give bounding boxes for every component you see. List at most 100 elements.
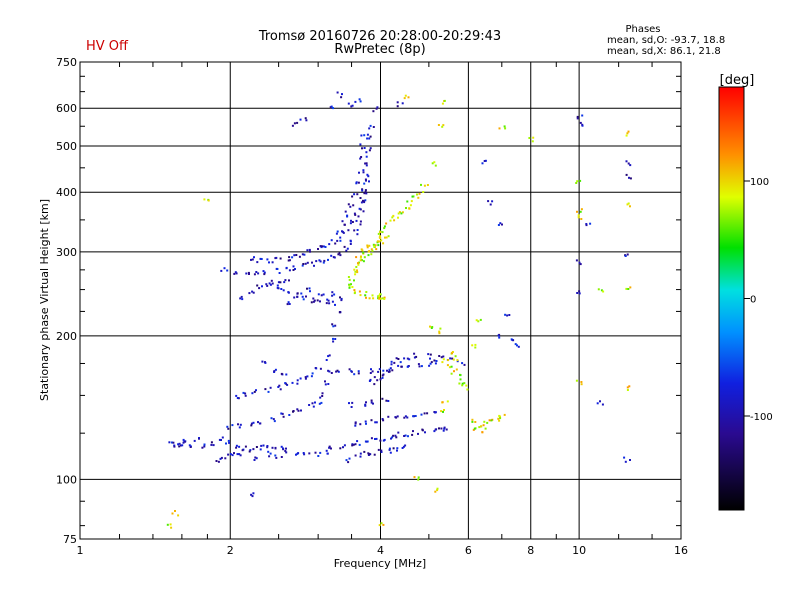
data-point	[441, 125, 444, 128]
data-point	[417, 432, 419, 435]
data-point	[369, 378, 372, 381]
data-point	[370, 399, 373, 402]
data-point	[371, 294, 374, 297]
x-axis-label: Frequency [MHz]	[334, 557, 426, 570]
data-point	[251, 495, 254, 498]
data-point	[259, 448, 262, 451]
data-point	[304, 117, 307, 120]
data-point	[489, 203, 492, 206]
data-point	[314, 401, 316, 404]
data-point	[427, 353, 430, 356]
y-tick-label: 500	[56, 140, 77, 153]
data-point	[392, 447, 395, 450]
data-point	[220, 439, 222, 441]
data-point	[263, 273, 266, 276]
data-point	[448, 366, 451, 369]
data-point	[357, 263, 360, 266]
data-point	[365, 179, 367, 182]
data-point	[319, 260, 322, 263]
data-point	[227, 427, 230, 430]
data-point	[238, 453, 241, 456]
data-point	[283, 281, 286, 284]
data-point	[306, 249, 309, 252]
data-point	[276, 268, 279, 270]
y-tick-label: 750	[56, 56, 77, 69]
data-point	[311, 261, 313, 264]
data-point	[576, 115, 579, 118]
data-point	[579, 121, 582, 124]
data-point	[217, 460, 220, 463]
data-point	[482, 424, 485, 427]
data-point	[356, 440, 359, 443]
data-point	[413, 356, 416, 359]
data-point	[364, 404, 367, 407]
data-point	[463, 382, 466, 385]
data-point	[484, 159, 487, 162]
data-point	[178, 445, 181, 448]
colorbar-tick-label: 0	[750, 295, 756, 306]
data-point	[328, 370, 331, 373]
data-point	[426, 412, 429, 415]
data-point	[414, 415, 417, 417]
data-point	[239, 423, 242, 426]
data-point	[339, 236, 342, 239]
data-point	[308, 287, 311, 290]
data-point	[334, 338, 337, 340]
data-point	[291, 256, 294, 259]
data-point	[354, 270, 357, 273]
data-point	[433, 430, 436, 433]
data-point	[288, 256, 291, 259]
data-point	[408, 207, 411, 210]
data-point	[234, 271, 237, 274]
data-point	[252, 421, 255, 424]
data-point	[280, 412, 283, 415]
data-point	[360, 259, 363, 262]
data-point	[423, 412, 426, 415]
data-point	[267, 450, 270, 453]
data-point	[369, 372, 372, 374]
data-point	[182, 441, 185, 444]
data-point	[356, 271, 359, 274]
data-point	[391, 436, 394, 439]
data-point	[328, 302, 331, 305]
data-point	[531, 140, 534, 143]
data-point	[241, 298, 244, 301]
data-point	[277, 386, 280, 388]
data-point	[576, 180, 579, 183]
data-point	[300, 292, 303, 295]
data-point	[354, 273, 357, 276]
data-point	[431, 162, 434, 165]
data-point	[370, 437, 373, 440]
data-point	[395, 416, 398, 419]
data-point	[352, 204, 355, 207]
data-point	[385, 236, 388, 239]
data-point	[286, 383, 289, 386]
data-point	[431, 326, 434, 328]
data-point	[266, 258, 269, 261]
data-point	[601, 403, 604, 406]
data-point	[296, 379, 299, 382]
data-point	[401, 447, 404, 449]
data-point	[295, 254, 298, 256]
data-point	[231, 424, 234, 427]
data-point	[365, 162, 368, 165]
data-point	[370, 368, 372, 371]
data-point	[354, 454, 357, 457]
data-point	[363, 147, 366, 149]
data-point	[382, 242, 385, 245]
data-point	[364, 294, 367, 297]
data-point	[379, 293, 382, 296]
data-point	[355, 181, 358, 184]
data-point	[306, 287, 308, 290]
data-point	[312, 297, 315, 300]
data-point	[166, 523, 169, 526]
data-point	[296, 408, 299, 411]
data-point	[379, 231, 382, 234]
data-point	[227, 453, 230, 456]
data-point	[424, 431, 426, 434]
data-point	[370, 248, 373, 251]
data-point	[376, 240, 379, 243]
data-point	[626, 386, 629, 389]
data-point	[317, 455, 320, 457]
data-point	[364, 190, 367, 193]
